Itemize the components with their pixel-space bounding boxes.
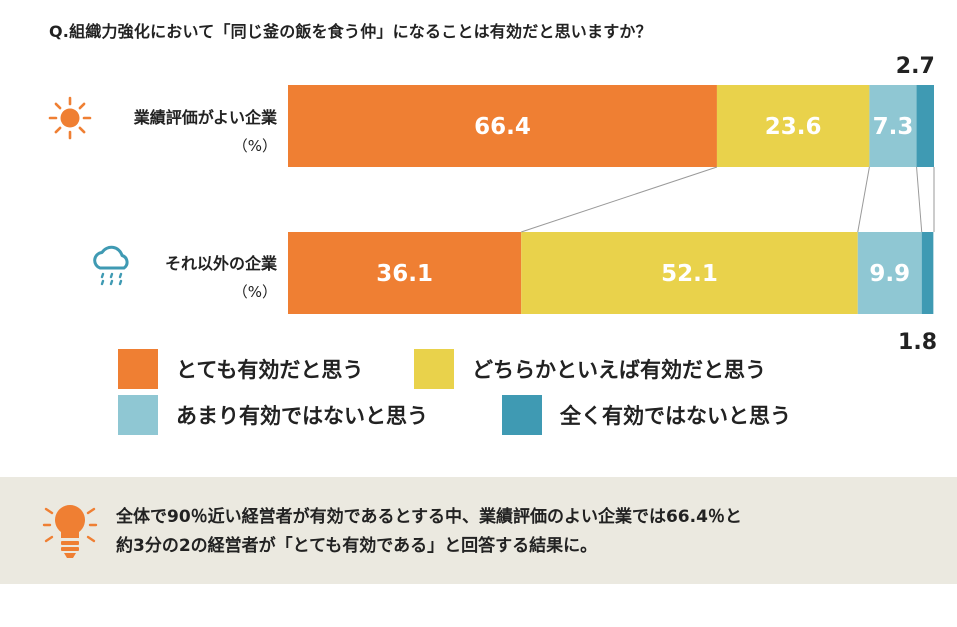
legend-item-somewhat-effective: どちらかといえば有効だと思う: [414, 349, 766, 389]
value-label-other-not-at-all-effective: 1.8: [898, 330, 937, 350]
bar-other-very-effective: [288, 232, 522, 314]
value-label-good-not-at-all-effective: 2.7: [896, 54, 935, 79]
bar-other-not-very-effective: [857, 232, 922, 314]
row-label-other-text: それ以外の企業: [164, 254, 277, 273]
row-label-other: それ以外の企業 （%）: [165, 250, 277, 306]
row-label-good: 業績評価がよい企業 （%）: [134, 104, 277, 160]
chart-legend: とても有効だと思う どちらかといえば有効だと思う あまり有効ではないと思う 全く…: [118, 349, 878, 435]
summary-text: 全体で90％近い経営者が有効であるとする中、業績評価のよい企業では66.4％と …: [116, 503, 742, 561]
legend-item-very-effective: とても有効だと思う: [118, 349, 363, 389]
legend-swatch: [118, 395, 158, 435]
bar-good-somewhat-effective: [716, 85, 870, 167]
connector-line: [916, 166, 923, 233]
light-bulb-icon: [42, 505, 98, 558]
summary-line-2: 約3分の2の経営者が「とても有効である」と回答する結果に。: [116, 536, 598, 556]
row-icon-other: [90, 242, 134, 292]
legend-swatch: [502, 395, 542, 435]
row-label-other-unit: （%）: [232, 283, 277, 301]
legend-item-not-at-all-effective: 全く有効ではないと思う: [502, 395, 791, 435]
bar-other-not-at-all-effective: [921, 232, 934, 314]
value-label-good-very-effective: 66.4: [474, 114, 531, 140]
rain-cloud-icon: [93, 245, 129, 286]
summary-line-1: 全体で90％近い経営者が有効であるとする中、業績評価のよい企業では66.4％と: [116, 507, 742, 527]
legend-item-not-very-effective: あまり有効ではないと思う: [118, 395, 428, 435]
bar-good-not-at-all-effective: [916, 85, 934, 167]
legend-label: とても有効だと思う: [176, 358, 364, 382]
connector-line: [857, 166, 870, 233]
value-label-other-not-very-effective: 9.9: [869, 261, 910, 287]
legend-label: 全く有効ではないと思う: [560, 404, 791, 428]
bar-other-somewhat-effective: [521, 232, 858, 314]
bar-good-not-very-effective: [869, 85, 917, 167]
legend-label: あまり有効ではないと思う: [176, 404, 428, 428]
value-label-good-not-very-effective: 7.3: [873, 114, 914, 140]
sun-icon: [48, 96, 92, 140]
row-label-good-text: 業績評価がよい企業: [133, 108, 277, 127]
question-title: Q.組織力強化において「同じ釜の飯を食う仲」になることは有効だと思いますか？: [49, 22, 652, 41]
value-label-good-somewhat-effective: 23.6: [765, 114, 822, 140]
value-label-other-very-effective: 36.1: [376, 261, 433, 287]
connector-line: [521, 166, 718, 233]
summary-note: 全体で90％近い経営者が有効であるとする中、業績評価のよい企業では66.4％と …: [0, 477, 957, 584]
row-label-good-unit: （%）: [232, 137, 277, 155]
legend-swatch: [414, 349, 454, 389]
row-icon-good: [48, 96, 92, 144]
stacked-bar-chart: 66.4 23.6 7.3 2.7 36.1 52.1 9.9 1.8: [288, 54, 937, 350]
legend-label: どちらかといえば有効だと思う: [472, 358, 766, 382]
legend-swatch: [118, 349, 158, 389]
value-label-other-somewhat-effective: 52.1: [661, 261, 718, 287]
bar-good-very-effective: [288, 85, 717, 167]
